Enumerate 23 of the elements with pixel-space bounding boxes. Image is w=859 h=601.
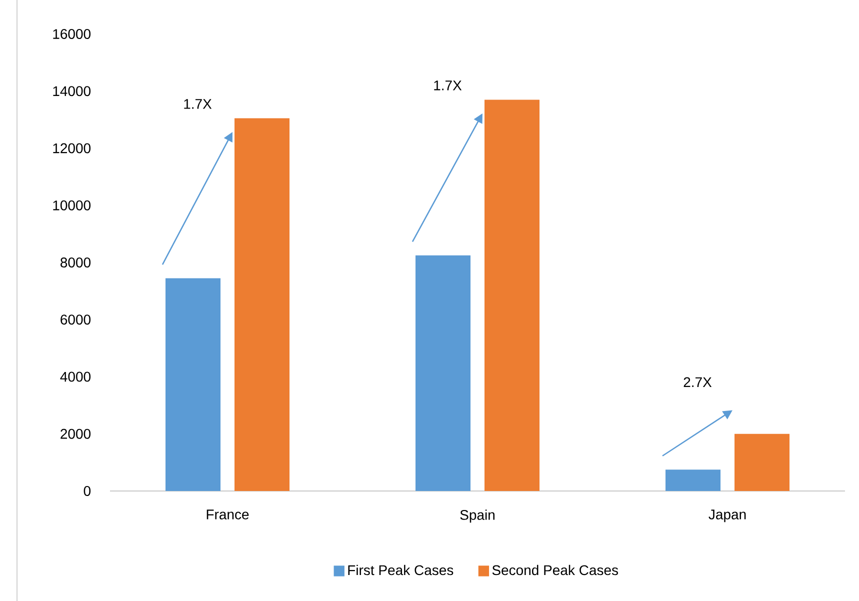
y-tick-label: 6000 (60, 314, 91, 325)
legend-label: Second Peak Cases (492, 564, 618, 576)
bar (734, 434, 790, 491)
legend-label: First Peak Cases (348, 564, 454, 576)
annotation: 2.7X (684, 377, 712, 387)
bar (666, 470, 721, 491)
bar (166, 278, 221, 491)
annotation: 1.7X (434, 80, 462, 90)
bar (484, 100, 540, 491)
y-tick-label: 0 (84, 486, 91, 496)
y-tick-label: 16000 (53, 29, 91, 39)
x-tick-label: France (206, 510, 249, 520)
bar (416, 255, 471, 491)
y-tick-label: 8000 (60, 258, 91, 268)
y-tick-label: 14000 (53, 86, 91, 96)
x-tick-label: Spain (460, 510, 494, 523)
y-tick-label: 4000 (60, 372, 91, 382)
annotation: 1.7X (184, 99, 212, 109)
y-tick-label: 12000 (53, 143, 91, 154)
bar (234, 118, 290, 491)
y-tick-label: 10000 (53, 200, 91, 210)
x-tick-label: Japan (708, 510, 746, 522)
y-tick-label: 2000 (60, 428, 91, 439)
